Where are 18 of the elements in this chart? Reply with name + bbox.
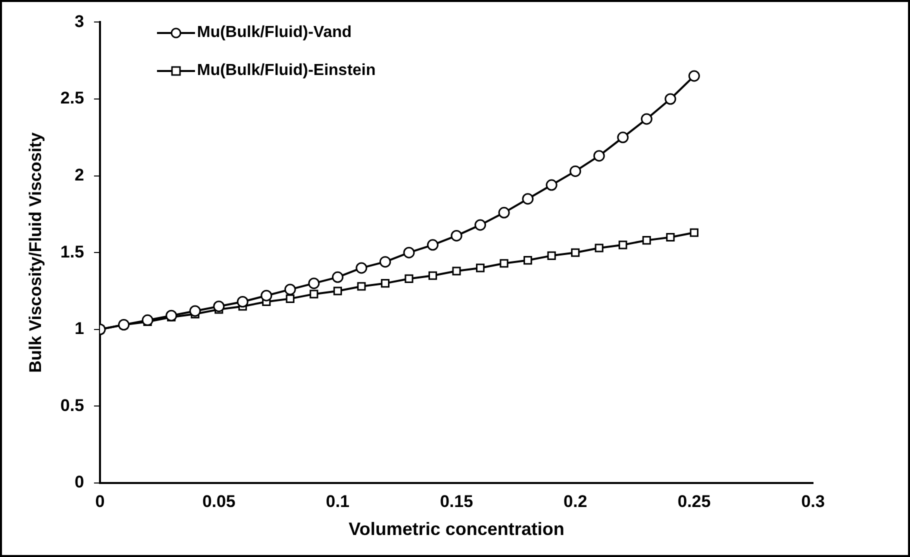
y-tick-label: 3	[74, 12, 84, 31]
x-tick-label: 0.1	[326, 492, 350, 511]
y-tick-label: 0	[74, 472, 84, 492]
legend-label: Mu(Bulk/Fluid)-Vand	[197, 24, 352, 41]
y-tick-label: 0.5	[60, 396, 84, 415]
y-tick-label: 2.5	[60, 88, 84, 108]
x-axis-title: Volumetric concentration	[348, 519, 564, 540]
y-tick-label: 1.5	[60, 242, 84, 262]
y-tick-label: 2	[74, 165, 84, 184]
x-tick-label: 0.15	[440, 492, 474, 511]
x-tick-label: 0.25	[678, 492, 711, 511]
legend-label: Mu(Bulk/Fluid)-Einstein	[197, 62, 376, 80]
y-axis-title: Bulk Viscosity/Fluid Viscosity	[26, 132, 45, 373]
y-tick-label: 1	[74, 319, 84, 338]
x-tick-label: 0	[95, 492, 105, 511]
x-tick-label: 0.2	[564, 492, 588, 511]
x-tick-label: 0.3	[801, 492, 825, 511]
x-tick-label: 0.05	[202, 492, 236, 511]
